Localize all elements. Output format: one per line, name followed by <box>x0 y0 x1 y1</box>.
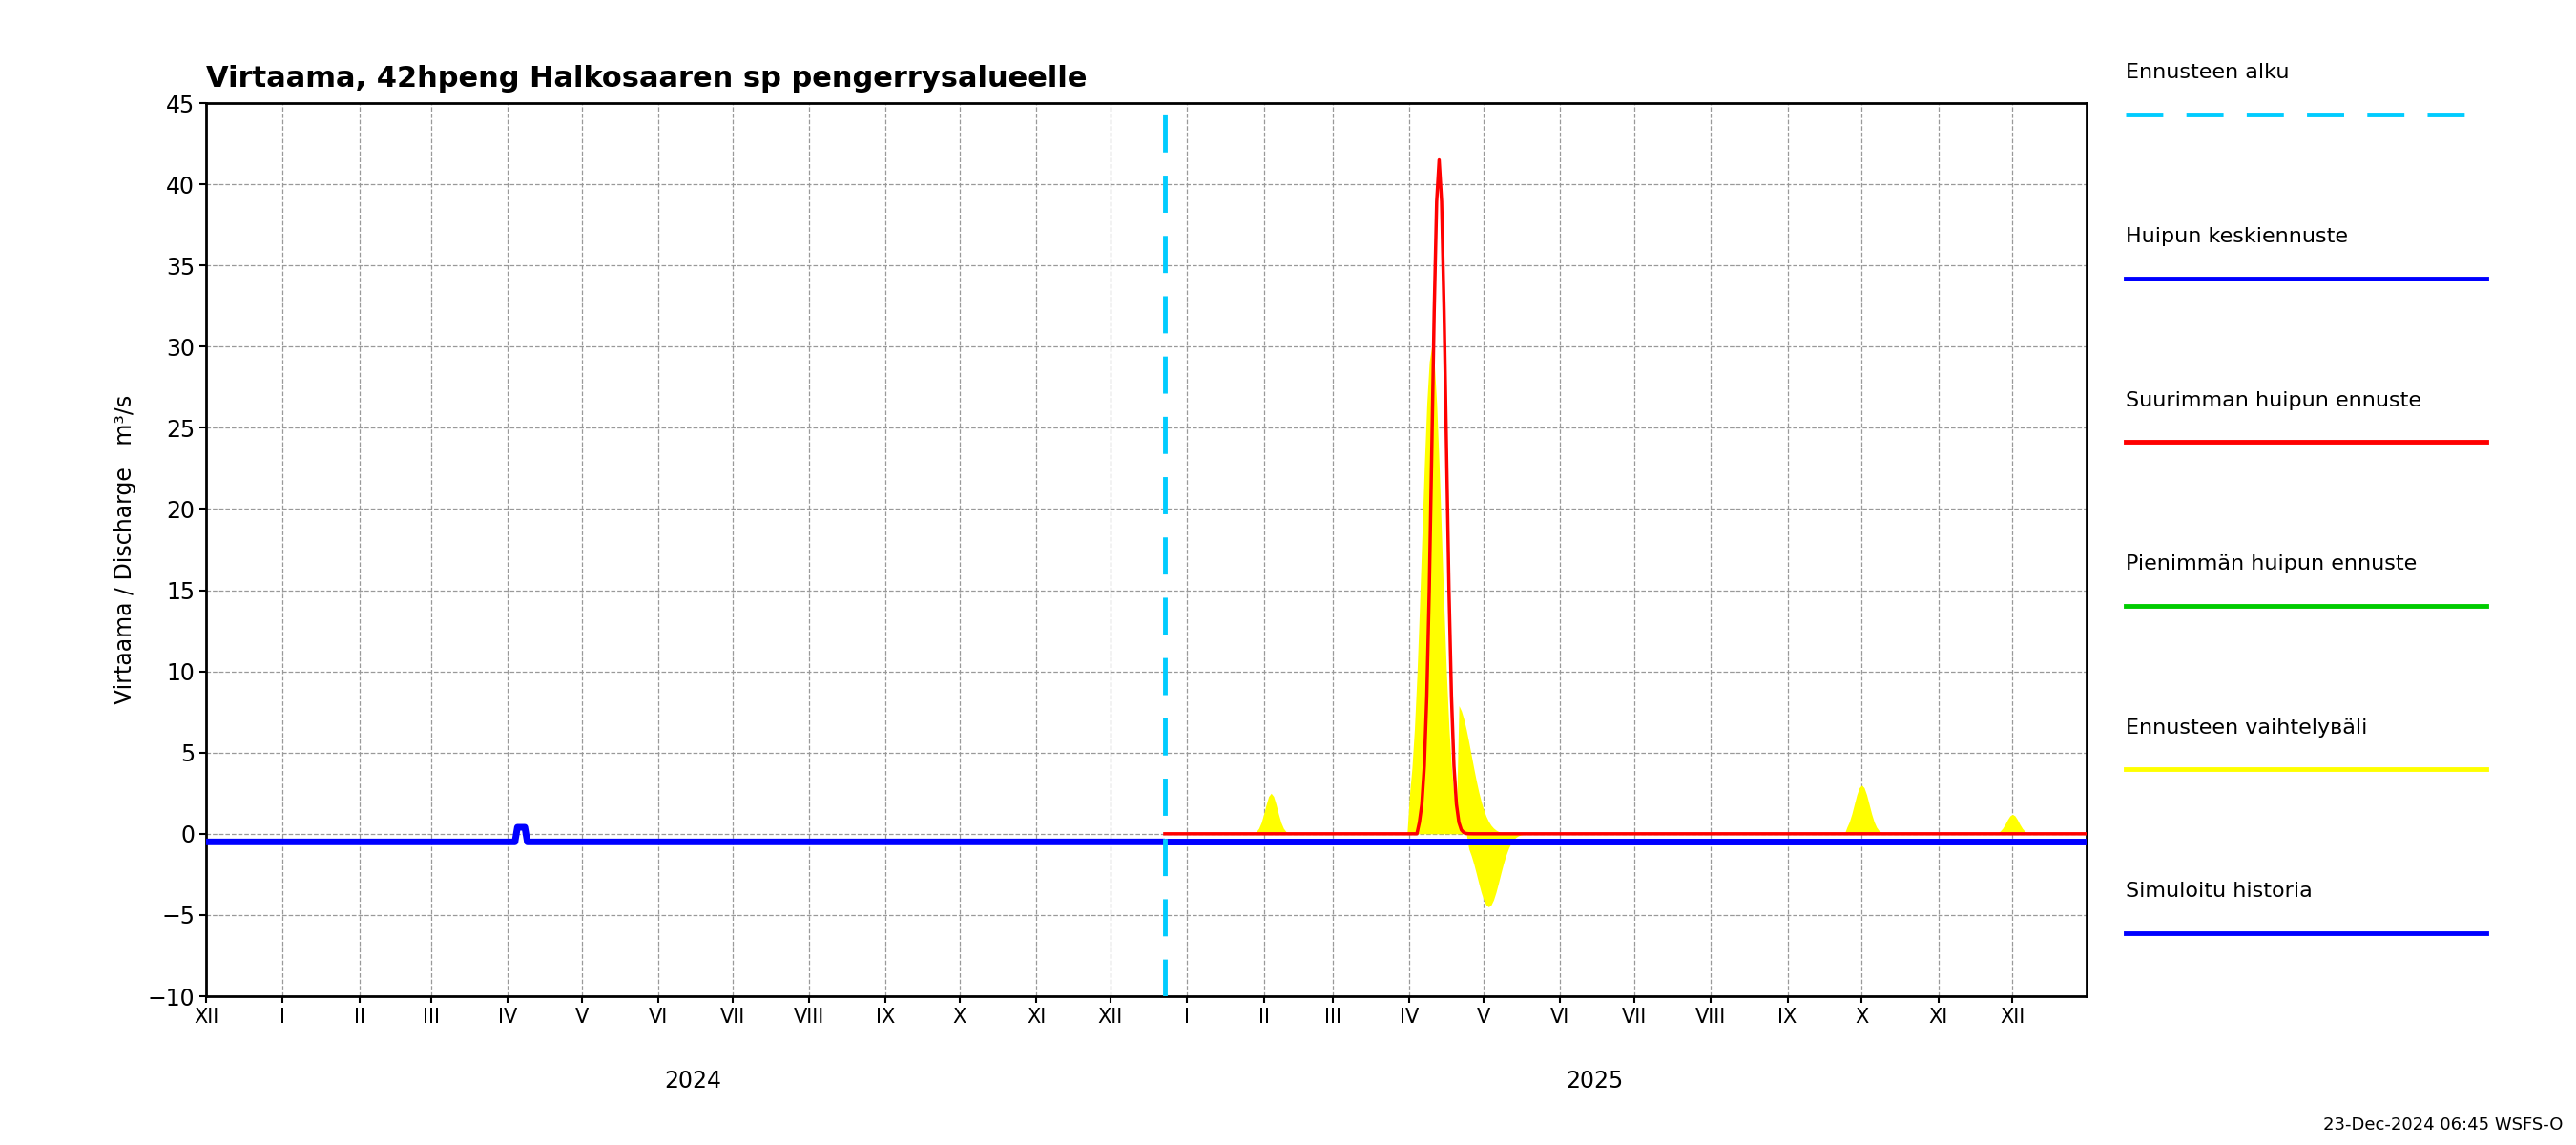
Text: 2024: 2024 <box>665 1069 721 1092</box>
Text: Huipun keskiennuste: Huipun keskiennuste <box>2125 227 2347 246</box>
Text: Pienimmän huipun ennuste: Pienimmän huipun ennuste <box>2125 554 2416 574</box>
Text: Ennusteen alku: Ennusteen alku <box>2125 63 2290 82</box>
Text: Ennusteen vaihtelувäli: Ennusteen vaihtelувäli <box>2125 718 2367 737</box>
Text: Suurimman huipun ennuste: Suurimman huipun ennuste <box>2125 390 2421 410</box>
Y-axis label: Virtaama / Discharge   m³/s: Virtaama / Discharge m³/s <box>113 395 137 704</box>
Text: 2025: 2025 <box>1566 1069 1623 1092</box>
Text: Simuloitu historia: Simuloitu historia <box>2125 882 2313 901</box>
Text: Virtaama, 42hpeng Halkosaaren sp pengerrysalueelle: Virtaama, 42hpeng Halkosaaren sp pengerr… <box>206 65 1087 93</box>
Text: 23-Dec-2024 06:45 WSFS-O: 23-Dec-2024 06:45 WSFS-O <box>2324 1116 2563 1134</box>
